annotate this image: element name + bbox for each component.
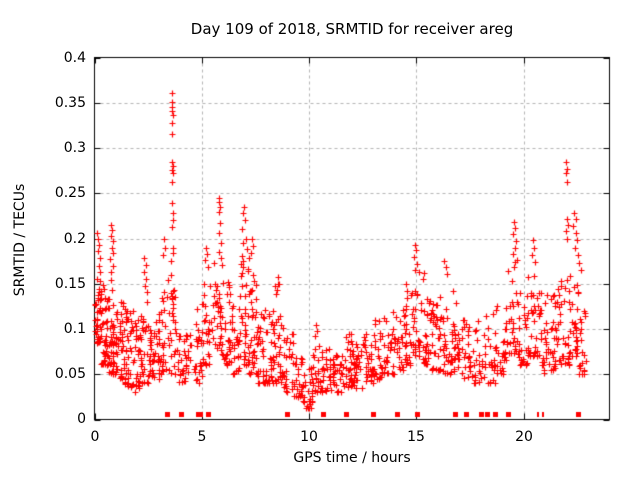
x-tick-label: 20 (515, 429, 533, 445)
y-tick-label: 0.35 (54, 95, 86, 111)
y-tick-label: 0.3 (63, 140, 86, 156)
x-tick-label: 0 (90, 429, 100, 445)
y-tick-label: 0.4 (63, 50, 86, 66)
x-tick-label: 5 (197, 429, 207, 445)
y-tick-label: 0.25 (54, 185, 86, 201)
x-tick-label: 15 (407, 429, 425, 445)
y-tick-label: 0 (77, 411, 86, 427)
x-axis-title: GPS time / hours (293, 450, 411, 466)
y-tick-label: 0.1 (63, 321, 86, 337)
y-tick-label: 0.15 (54, 276, 86, 292)
chart-title: Day 109 of 2018, SRMTID for receiver are… (190, 20, 514, 38)
y-tick-label: 0.2 (63, 231, 86, 247)
x-tick-label: 10 (300, 429, 318, 445)
y-tick-label: 0.05 (54, 366, 86, 382)
